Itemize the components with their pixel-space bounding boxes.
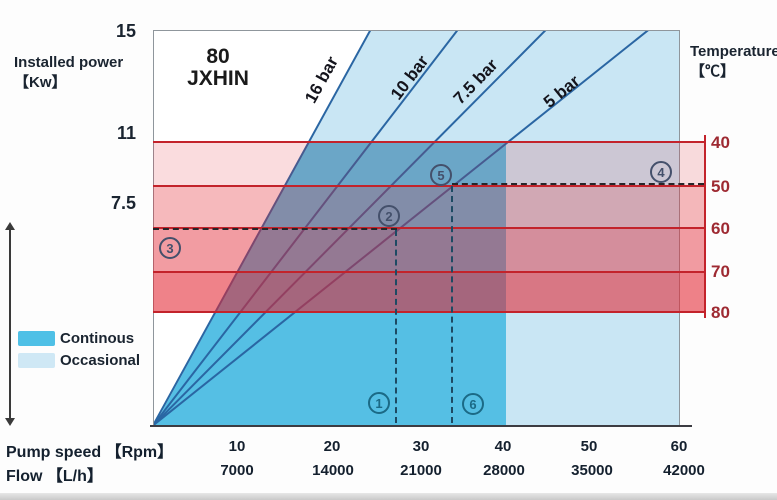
temp-axis-caption: Temperature 【℃】 xyxy=(690,42,777,82)
speed-tick-40: 40 xyxy=(494,438,512,455)
temp-tick-50: 50 xyxy=(711,177,730,196)
flow-tick-35000: 35000 xyxy=(571,462,613,479)
temp-tick-40: 40 xyxy=(711,133,730,152)
temp-tick-60: 60 xyxy=(711,219,730,238)
temp-line-40 xyxy=(153,141,706,143)
speed-tick-50: 50 xyxy=(580,438,598,455)
temp-band-70-80 xyxy=(153,272,706,313)
flow-tick-14000: 14000 xyxy=(312,462,354,479)
dashed-guide-speed-28 xyxy=(395,230,397,423)
y-axis-caption-line2: 【Kw】 xyxy=(14,74,67,91)
chart-title-line1: 80 xyxy=(206,45,230,68)
marker-2: 2 xyxy=(378,205,400,227)
left-range-arrow xyxy=(9,228,11,420)
temp-axis-caption-line2: 【℃】 xyxy=(690,63,736,80)
speed-tick-60: 60 xyxy=(670,438,688,455)
legend-label-occasional: Occasional xyxy=(60,352,141,369)
flow-tick-42000: 42000 xyxy=(663,462,705,479)
marker-1: 1 xyxy=(368,392,390,414)
y-axis-caption-line1: Installed power xyxy=(14,54,124,71)
marker-6: 6 xyxy=(462,393,484,415)
x-axis-speed-caption: Pump speed 【Rpm】 xyxy=(6,444,174,461)
temp-axis-caption-line1: Temperature xyxy=(690,43,777,60)
temp-band-40-50 xyxy=(153,142,706,186)
chart-title-line2: JXHIN xyxy=(187,67,249,90)
dashed-guide-60c xyxy=(153,228,397,230)
temp-band-60-70 xyxy=(153,228,706,272)
bottom-edge-strip xyxy=(0,493,777,500)
dashed-guide-50c xyxy=(452,183,704,185)
speed-tick-20: 20 xyxy=(323,438,341,455)
chart-title: 80 JXHIN xyxy=(178,46,258,90)
temp-tick-80: 80 xyxy=(711,303,730,322)
arrow-up-icon xyxy=(5,222,15,230)
y-axis-caption: Installed power 【Kw】 xyxy=(14,53,123,93)
temp-line-50 xyxy=(153,185,706,187)
x-axis-line xyxy=(150,425,692,427)
temp-tick-70: 70 xyxy=(711,262,730,281)
marker-3: 3 xyxy=(159,237,181,259)
temperature-axis xyxy=(704,135,706,318)
temp-band-50-60 xyxy=(153,186,706,228)
x-axis-flow-caption: Flow 【L/h】 xyxy=(6,468,103,485)
temp-line-60 xyxy=(153,227,706,229)
speed-tick-30: 30 xyxy=(412,438,430,455)
dashed-guide-speed-34 xyxy=(451,186,453,423)
legend-swatch-continuous xyxy=(18,331,55,346)
flow-tick-21000: 21000 xyxy=(400,462,442,479)
temp-line-70 xyxy=(153,271,706,273)
legend-swatch-occasional xyxy=(18,353,55,368)
marker-5: 5 xyxy=(430,164,452,186)
marker-4: 4 xyxy=(650,161,672,183)
y-tick-11: 11 xyxy=(116,123,136,143)
arrow-down-icon xyxy=(5,418,15,426)
flow-tick-28000: 28000 xyxy=(483,462,525,479)
y-tick-7-5: 7.5 xyxy=(110,193,136,213)
temp-line-80 xyxy=(153,311,706,313)
speed-tick-10: 10 xyxy=(228,438,246,455)
flow-tick-7000: 7000 xyxy=(220,462,254,479)
y-tick-15: 15 xyxy=(115,21,136,41)
legend-label-continuous: Continous xyxy=(60,330,135,347)
